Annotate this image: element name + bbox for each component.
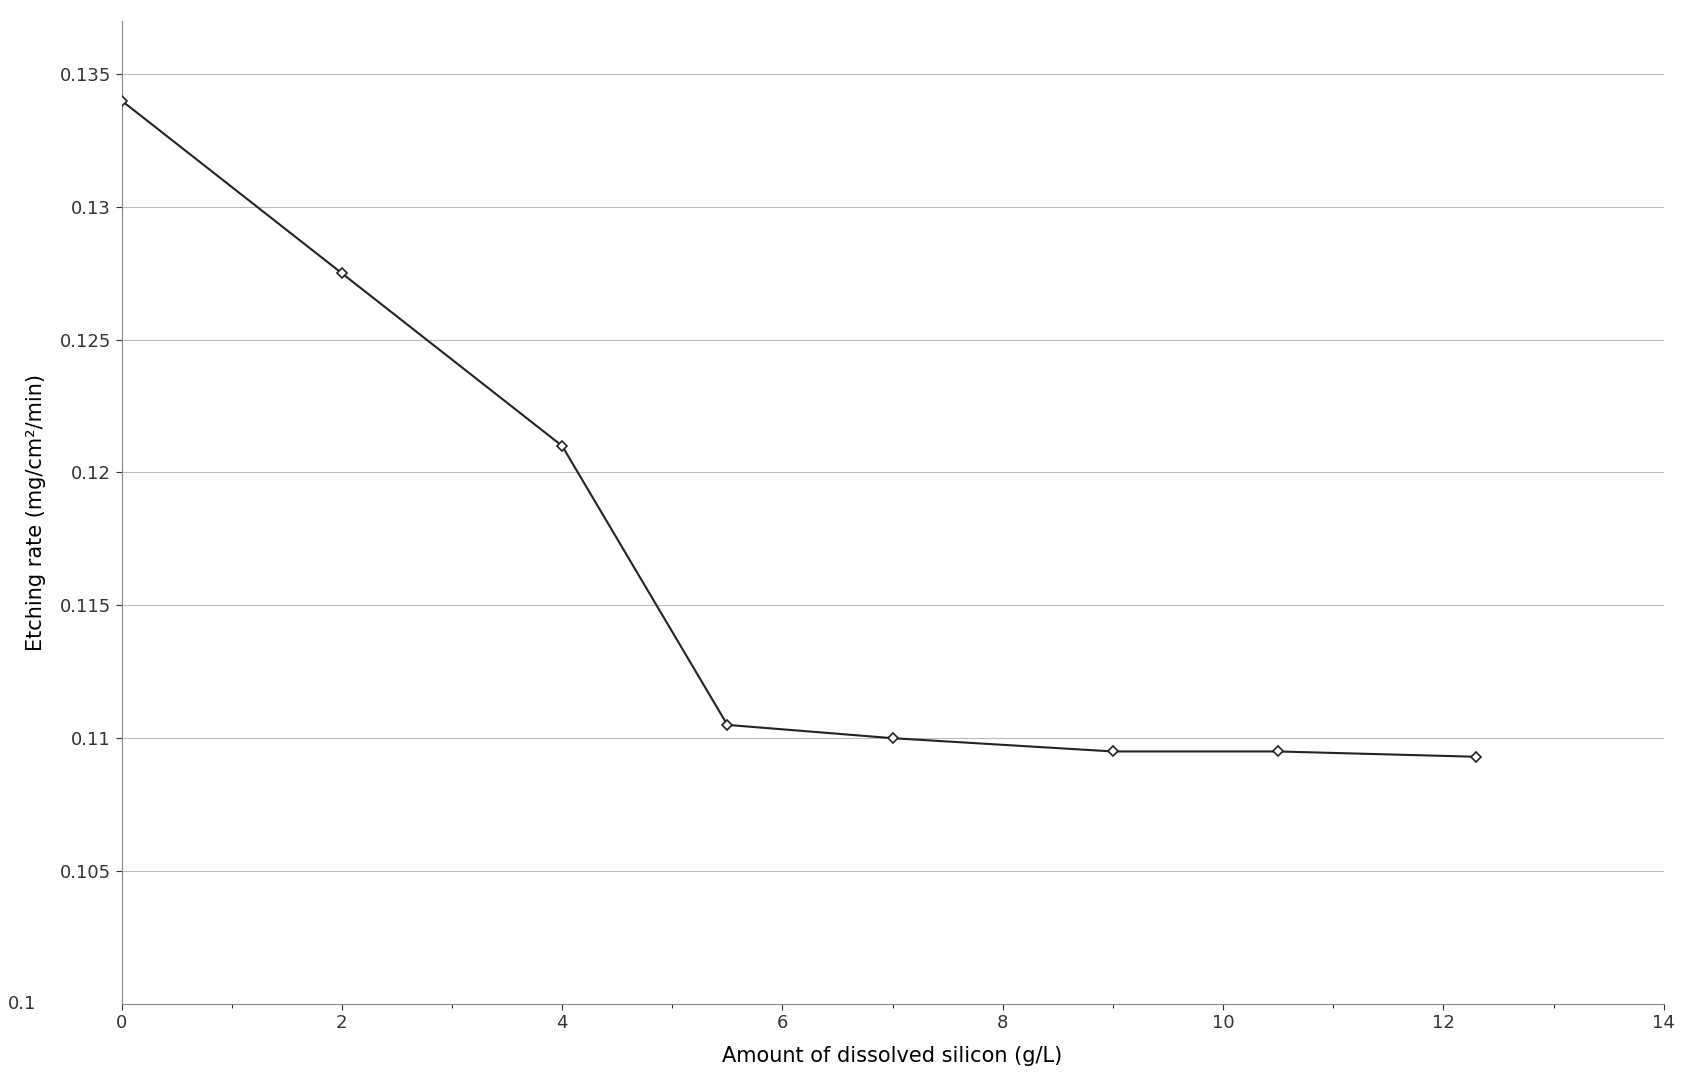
Text: 0.1: 0.1 (8, 995, 37, 1013)
Y-axis label: Etching rate (mg/cm²/min): Etching rate (mg/cm²/min) (25, 374, 46, 651)
X-axis label: Amount of dissolved silicon (g/L): Amount of dissolved silicon (g/L) (722, 1046, 1063, 1066)
